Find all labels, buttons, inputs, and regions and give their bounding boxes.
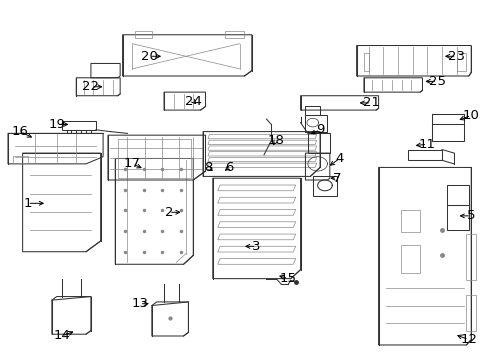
Text: 1: 1 [23, 197, 32, 210]
Text: 5: 5 [466, 210, 474, 222]
Text: 16: 16 [12, 125, 29, 138]
Text: 15: 15 [279, 272, 296, 285]
Text: 10: 10 [462, 109, 479, 122]
Text: 2: 2 [164, 206, 173, 219]
Text: 21: 21 [362, 96, 379, 109]
Text: 9: 9 [315, 123, 324, 136]
Text: 19: 19 [48, 118, 65, 131]
Text: 22: 22 [82, 80, 99, 93]
Text: 6: 6 [224, 161, 233, 174]
Text: 13: 13 [131, 297, 148, 310]
Text: 20: 20 [141, 50, 158, 63]
Text: 14: 14 [53, 329, 70, 342]
Text: 11: 11 [418, 138, 435, 150]
Text: 7: 7 [332, 172, 341, 185]
Text: 23: 23 [447, 50, 464, 63]
Text: 24: 24 [184, 95, 202, 108]
Text: 17: 17 [123, 157, 141, 170]
Text: 3: 3 [252, 240, 261, 253]
Text: 8: 8 [203, 161, 212, 174]
Text: 4: 4 [335, 152, 343, 165]
Text: 18: 18 [267, 134, 284, 147]
Text: 25: 25 [427, 75, 445, 88]
Text: 12: 12 [459, 333, 476, 346]
